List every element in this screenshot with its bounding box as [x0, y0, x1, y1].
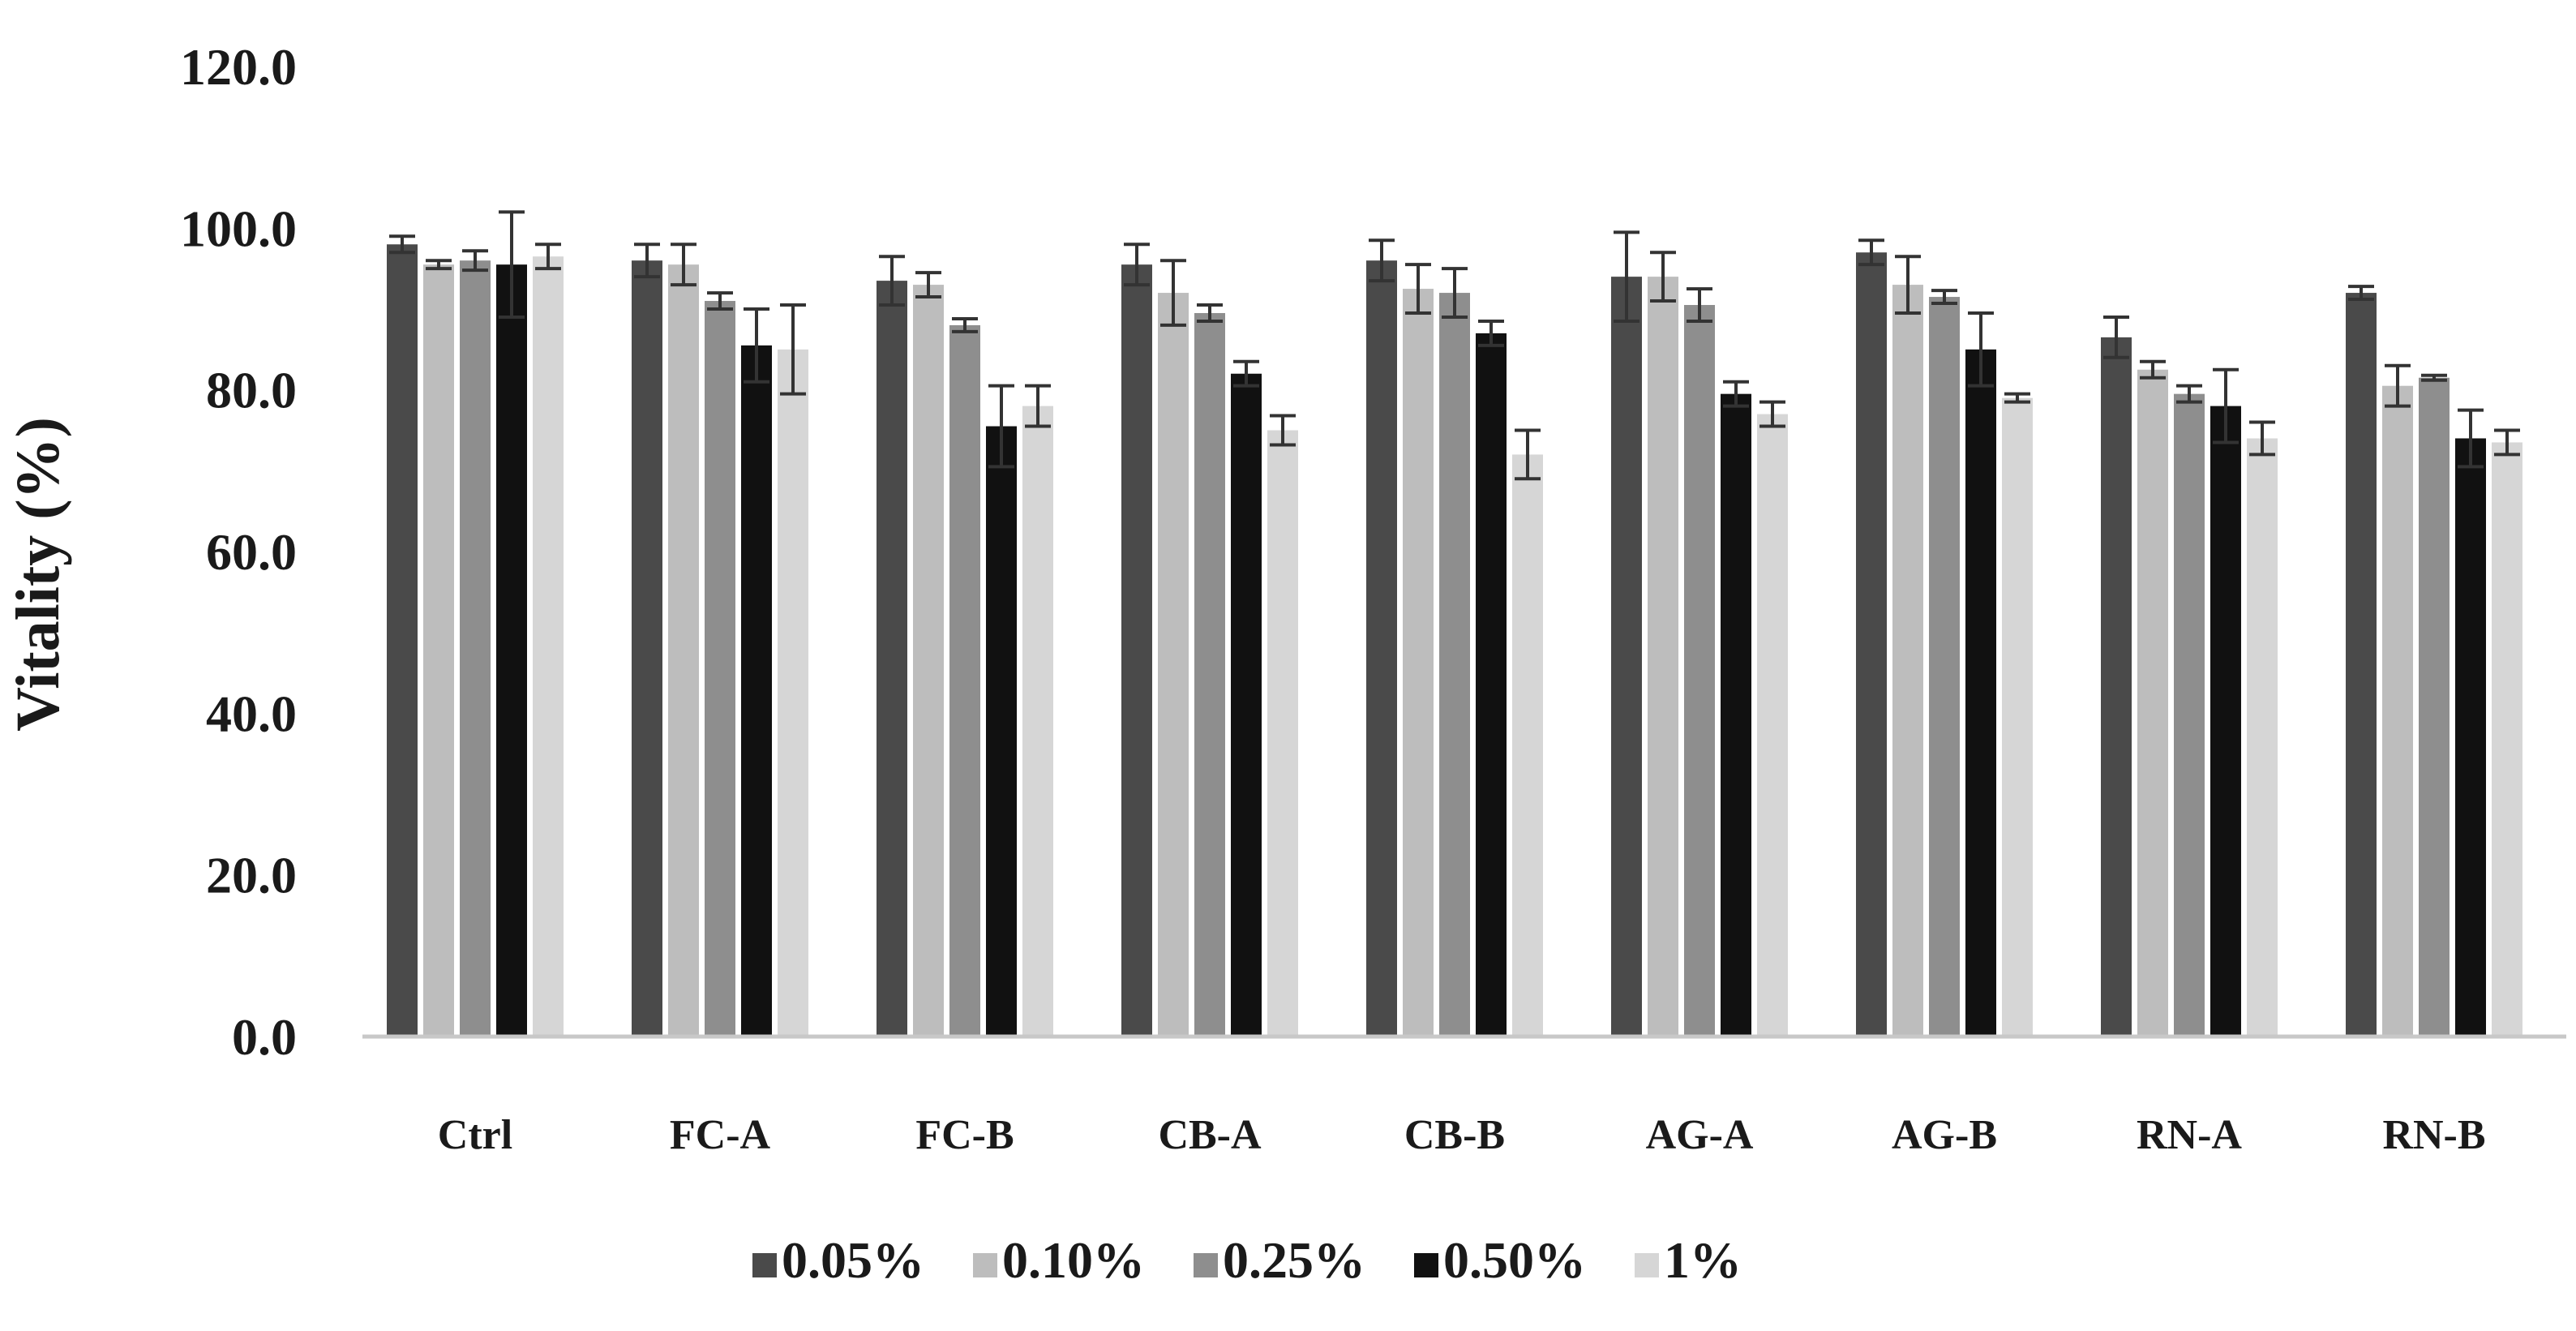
bar: [2382, 385, 2413, 1037]
bar: [1757, 414, 1788, 1037]
legend-label: 0.50%: [1443, 1231, 1586, 1289]
bar: [2210, 406, 2241, 1037]
bar: [1611, 277, 1642, 1037]
y-tick-label: 40.0: [206, 685, 297, 742]
bar: [2346, 293, 2377, 1037]
x-category-label: RN-A: [2137, 1112, 2242, 1158]
x-category-label: Ctrl: [438, 1112, 512, 1158]
error-bars-layer: [389, 210, 2520, 481]
bar: [1512, 454, 1543, 1037]
bar: [1403, 289, 1434, 1037]
bar: [877, 281, 907, 1037]
y-axis-ticks: 0.0 20.0 40.0 60.0 80.0 100.0 120.0: [180, 38, 297, 1066]
bar: [2137, 369, 2168, 1037]
x-category-label: AG-B: [1892, 1112, 1997, 1158]
legend-label: 0.25%: [1223, 1231, 1365, 1289]
x-category-label: CB-A: [1158, 1112, 1262, 1158]
bar: [986, 426, 1017, 1037]
bar: [1684, 305, 1715, 1037]
bar: [1929, 297, 1960, 1037]
legend: 0.05% 0.10% 0.25% 0.50% 1%: [752, 1231, 1742, 1289]
bar: [1721, 393, 1751, 1037]
y-tick-label: 20.0: [206, 847, 297, 904]
legend-swatch: [1194, 1253, 1218, 1277]
bar: [1856, 252, 1887, 1037]
bar: [2174, 393, 2205, 1037]
bar: [1476, 333, 1507, 1037]
bar: [1648, 277, 1678, 1037]
x-category-label: FC-A: [670, 1112, 771, 1158]
bar: [2419, 377, 2450, 1037]
bar: [1267, 430, 1298, 1037]
bar: [632, 260, 662, 1037]
y-tick-label: 0.0: [232, 1008, 297, 1066]
bar: [2492, 442, 2522, 1037]
bar: [1121, 264, 1152, 1037]
bar: [1439, 293, 1470, 1037]
bar: [1158, 293, 1189, 1037]
legend-label: 1%: [1664, 1231, 1742, 1289]
bar: [2247, 438, 2278, 1037]
legend-label: 0.05%: [782, 1231, 924, 1289]
x-category-label: FC-B: [915, 1112, 1014, 1158]
y-tick-label: 100.0: [180, 200, 297, 257]
bar: [2455, 438, 2486, 1037]
bar: [778, 349, 808, 1037]
y-axis-title: Vitality (%): [4, 417, 72, 732]
legend-swatch: [752, 1253, 777, 1277]
bar: [1965, 349, 1996, 1037]
bar: [2002, 397, 2033, 1037]
bars-layer: [387, 244, 2522, 1037]
legend-swatch: [1414, 1253, 1438, 1277]
y-tick-label: 60.0: [206, 523, 297, 581]
bar: [741, 345, 772, 1037]
legend-label: 0.10%: [1002, 1231, 1145, 1289]
bar: [949, 324, 980, 1037]
x-axis-category-labels: Ctrl FC-A FC-B CB-A CB-B AG-A AG-B RN-A RN-B: [438, 1112, 2486, 1158]
bar: [1231, 373, 1262, 1037]
bar: [668, 264, 699, 1037]
legend-swatch: [1635, 1253, 1659, 1277]
bar: [1892, 285, 1923, 1037]
bar: [913, 285, 944, 1037]
bar: [533, 256, 564, 1037]
bar: [1194, 312, 1225, 1037]
bar: [2101, 337, 2132, 1037]
x-category-label: CB-B: [1404, 1112, 1505, 1158]
bar: [1366, 260, 1397, 1037]
bar: [1022, 406, 1053, 1037]
x-category-label: AG-A: [1646, 1112, 1754, 1158]
bar: [423, 264, 454, 1037]
bar: [460, 260, 491, 1037]
x-category-label: RN-B: [2382, 1112, 2485, 1158]
bar: [705, 301, 735, 1037]
legend-swatch: [973, 1253, 997, 1277]
bar: [387, 244, 418, 1037]
y-tick-label: 80.0: [206, 362, 297, 419]
bar: [496, 264, 527, 1037]
y-tick-label: 120.0: [180, 38, 297, 96]
